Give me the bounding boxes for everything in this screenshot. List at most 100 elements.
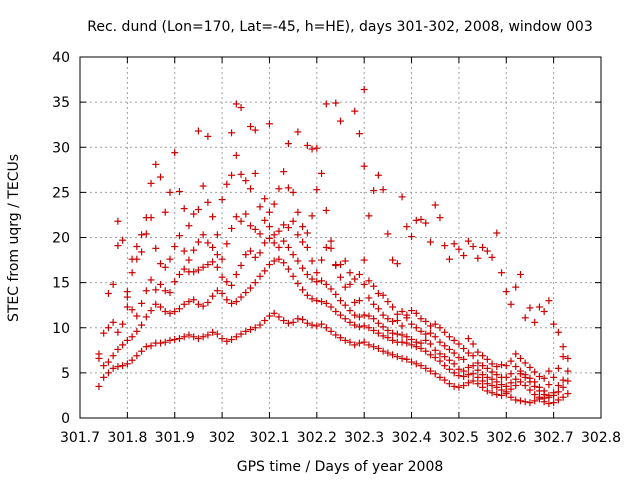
data-point [516,271,524,279]
data-point [554,328,562,336]
data-point [365,312,373,320]
data-point [417,215,425,223]
data-point [455,245,463,253]
data-point [441,353,449,361]
data-point [469,370,477,378]
data-point [303,243,311,251]
data-point [393,353,401,361]
data-point [284,184,292,192]
data-point [123,360,131,368]
data-point [455,365,463,373]
data-point [521,359,529,367]
data-point [294,280,302,288]
data-point [337,261,344,269]
data-point [313,278,321,286]
data-point [554,396,562,404]
data-point [251,126,259,134]
data-point [483,387,491,395]
data-point [199,231,207,239]
data-point [360,338,368,346]
data-point [175,187,183,195]
data-point [346,338,354,346]
data-point [275,227,283,235]
data-point [374,305,382,313]
data-point [564,367,572,375]
data-point [289,188,297,196]
data-point [426,351,434,359]
data-point [398,322,406,330]
y-tick-label: 5 [61,366,70,382]
data-point [313,322,321,330]
data-point [147,307,155,315]
data-point [464,237,472,245]
data-point [417,315,425,323]
data-point [123,303,131,311]
data-point [474,373,482,381]
data-point [199,263,207,271]
x-tick-labels: 301.7 301.8 301.9 302 302.1 302.2 302.3 302.4 30… [60,430,621,446]
data-point [341,301,349,309]
data-point [355,339,363,347]
data-point [460,345,468,353]
data-point [346,280,354,288]
data-point [119,362,127,370]
data-point [100,329,108,337]
data-point [398,338,406,346]
data-point [275,255,283,263]
data-point [474,366,482,374]
data-point [322,243,330,251]
data-point [256,272,264,280]
data-point [332,308,340,316]
data-point [294,208,302,216]
data-point [190,246,198,254]
data-point [247,284,255,292]
data-point [559,343,567,351]
data-point [464,335,472,343]
data-point [360,311,368,319]
data-point [114,242,122,250]
data-point [351,275,359,283]
data-point [209,213,217,221]
data-point [237,170,245,178]
data-point [431,370,439,378]
data-point [337,273,344,281]
data-point [190,333,198,341]
data-point [393,260,401,268]
data-point [199,302,207,310]
data-point [450,349,458,357]
data-point [322,280,330,288]
data-point [194,300,202,308]
data-point [157,303,165,311]
data-points [95,85,572,408]
data-point [355,313,363,321]
data-point [237,261,245,269]
data-point [303,271,311,279]
data-point [171,243,179,251]
data-point [531,378,539,386]
data-point [493,378,501,386]
data-point [251,324,259,332]
data-point [469,377,477,385]
data-point [261,195,269,203]
data-point [535,393,543,401]
data-point [185,222,193,230]
data-point [237,293,245,301]
data-point [403,339,411,347]
data-point [559,383,567,391]
data-point [147,276,155,284]
data-point [294,257,302,265]
data-point [247,222,255,230]
data-point [531,391,539,399]
data-point [247,122,255,130]
data-point [426,340,434,348]
data-point [299,264,307,272]
data-point [464,349,472,357]
data-point [545,367,553,375]
y-tick-label: 35 [52,95,70,111]
data-point [327,303,335,311]
data-point [185,256,193,264]
data-point [275,185,283,193]
data-point [374,345,382,353]
data-point [204,261,212,269]
data-point [483,373,491,381]
